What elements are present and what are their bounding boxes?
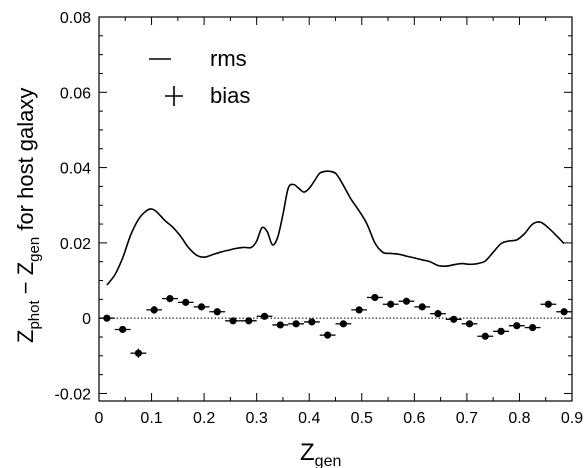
y-axis-label-sub1: phot — [26, 300, 43, 330]
bias-marker — [213, 308, 221, 316]
x-tick-label: 0.1 — [140, 410, 162, 427]
bias-marker — [166, 295, 174, 303]
bias-marker — [182, 298, 190, 306]
y-axis-label-z2: Z — [13, 262, 38, 275]
bias-point — [288, 320, 304, 328]
bias-marker — [197, 303, 206, 311]
bias-point — [130, 348, 147, 358]
bias-point — [256, 312, 273, 320]
rms-line — [106, 170, 565, 286]
bias-point — [445, 315, 462, 323]
y-tick-label: 0.04 — [60, 161, 91, 178]
y-tick-label: -0.02 — [55, 386, 92, 403]
x-tick-label: 0.5 — [351, 410, 373, 427]
bias-marker — [245, 317, 253, 325]
x-axis-label: Zgen — [300, 439, 341, 468]
bias-point — [524, 323, 541, 332]
bias-point — [508, 322, 525, 330]
bias-point — [225, 317, 241, 325]
x-tick-label: 0.7 — [456, 410, 478, 427]
y-axis-label: Zphot − Zgen for host galaxy — [13, 88, 43, 343]
x-tick-label: 0.8 — [508, 410, 530, 427]
bias-marker — [339, 320, 347, 328]
x-tick-label: 0.3 — [246, 410, 268, 427]
bias-point — [335, 320, 352, 328]
x-tick-label: 0.6 — [403, 410, 425, 427]
bias-marker — [497, 327, 505, 335]
bias-point — [272, 321, 289, 329]
bias-point — [319, 331, 336, 339]
x-tick-label: 0 — [95, 410, 104, 427]
bias-marker — [371, 293, 379, 302]
bias-marker — [387, 300, 395, 308]
y-axis: -0.02 0 0.02 0.04 0.06 0.08 — [55, 10, 572, 403]
legend-bias-label: bias — [210, 83, 250, 108]
bias-marker — [292, 320, 300, 328]
bias-marker — [150, 306, 158, 314]
bias-marker — [402, 297, 411, 305]
legend: rms bias — [149, 46, 250, 108]
y-tick-label: 0.06 — [60, 85, 91, 102]
series-layer — [99, 170, 572, 358]
x-axis-label-sub: gen — [315, 453, 342, 468]
bias-marker — [308, 318, 316, 326]
x-tick-label: 0.2 — [193, 410, 215, 427]
bias-marker — [544, 300, 552, 308]
x-axis: 0 0.1 0.2 0.3 0.4 0.5 0.6 0.7 0.8 0.9 — [95, 17, 583, 427]
bias-point — [351, 306, 368, 314]
bias-marker — [465, 320, 474, 328]
y-axis-label-sub2: gen — [26, 237, 43, 262]
y-tick-label: 0.08 — [60, 10, 91, 27]
bias-point — [414, 303, 431, 311]
bias-point — [493, 327, 509, 335]
bias-point — [398, 297, 415, 305]
bias-point — [367, 293, 383, 302]
legend-rms-label: rms — [210, 46, 247, 71]
bias-point — [193, 303, 210, 311]
bias-marker — [324, 331, 332, 339]
bias-marker — [434, 310, 442, 318]
bias-point — [240, 317, 257, 325]
bias-marker — [418, 303, 426, 311]
bias-point — [162, 295, 178, 303]
bias-marker — [528, 323, 537, 332]
bias-marker — [513, 322, 521, 330]
plot-frame — [98, 16, 573, 402]
y-axis-label-rest: for host galaxy — [13, 88, 38, 237]
bias-marker — [481, 332, 489, 340]
bias-point — [461, 320, 478, 328]
bias-marker — [560, 308, 568, 316]
bias-point — [382, 300, 399, 308]
bias-marker — [355, 306, 363, 314]
bias-point — [146, 306, 163, 314]
bias-point — [477, 332, 494, 340]
bias-point — [540, 300, 557, 308]
bias-point — [209, 308, 226, 316]
y-axis-label-z1: Z — [13, 330, 38, 343]
bias-point — [430, 310, 446, 318]
x-axis-label-main: Z — [300, 439, 315, 466]
bias-point — [303, 318, 320, 326]
x-tick-label: 0.9 — [561, 410, 583, 427]
y-tick-label: 0.02 — [60, 236, 91, 253]
bias-marker — [276, 321, 284, 329]
bias-marker — [134, 349, 143, 357]
bias-marker — [229, 317, 237, 325]
bias-marker — [103, 314, 111, 322]
bias-point — [177, 298, 194, 306]
y-axis-label-minus: − — [13, 275, 38, 300]
y-tick-label: 0 — [82, 311, 91, 328]
bias-marker — [119, 325, 127, 334]
bias-point — [556, 308, 572, 316]
bias-marker — [260, 312, 269, 320]
bias-marker — [450, 315, 458, 323]
x-tick-label: 0.4 — [298, 410, 320, 427]
bias-point — [99, 314, 115, 322]
bias-point — [114, 325, 131, 334]
